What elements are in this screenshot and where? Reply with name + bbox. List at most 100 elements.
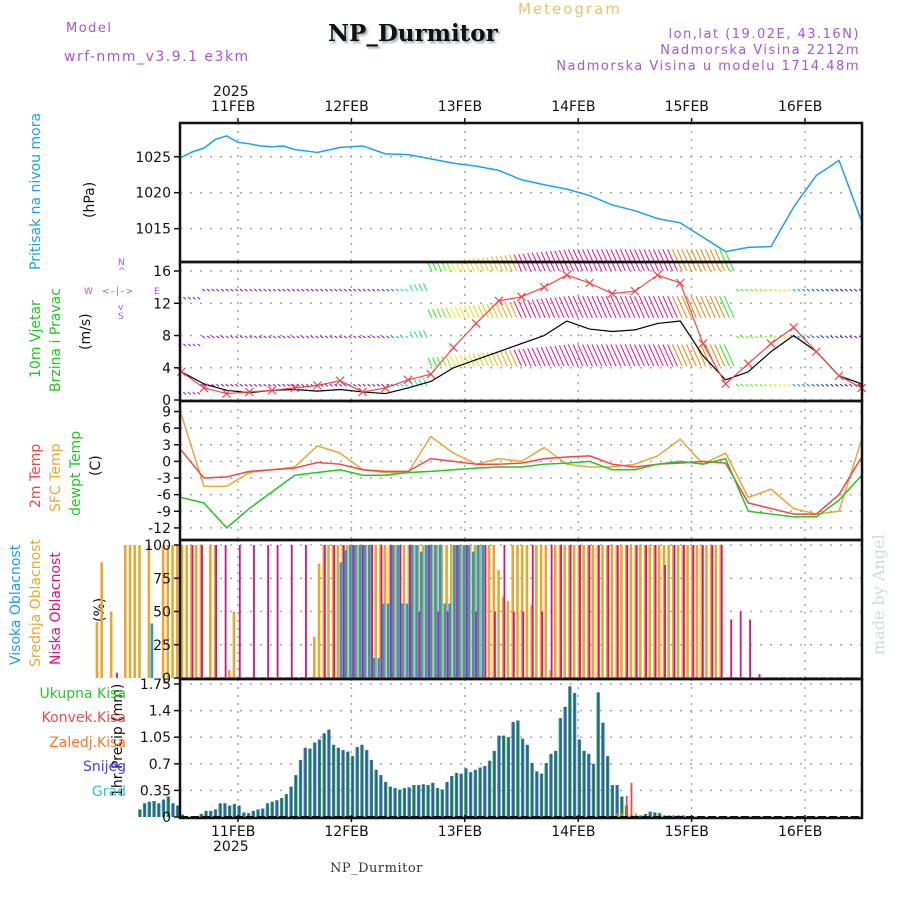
wind-barb — [783, 383, 787, 387]
cloud-bar — [358, 545, 362, 678]
cloud-bar — [714, 545, 718, 678]
wind-barb — [714, 344, 726, 367]
precip-snow-bar — [432, 782, 434, 817]
wind-barb — [468, 258, 475, 272]
wind-barb — [376, 383, 381, 387]
precip-snow-bar — [526, 744, 529, 817]
y-tick-label: 0 — [162, 393, 171, 409]
precip-snow-bar — [252, 810, 255, 817]
wind-barb — [681, 249, 693, 272]
cloud-bar — [464, 545, 467, 678]
cloud-bar — [481, 545, 484, 678]
wind-barb — [629, 249, 641, 272]
precip-snow-bar — [332, 744, 335, 817]
compass-arrow-n: ^ — [118, 267, 126, 277]
gust-marker — [698, 339, 708, 349]
wind-gust-line — [180, 274, 862, 395]
wind-barb — [216, 335, 220, 339]
cloud-bar — [238, 545, 241, 678]
precip-convective-bar — [625, 795, 628, 817]
wind-barb — [792, 383, 796, 387]
cloud-bar — [484, 545, 487, 678]
wind-barb — [714, 249, 726, 272]
top-year-label: 2025 — [213, 84, 249, 100]
wind-barb — [409, 284, 414, 292]
wind-barb — [558, 296, 570, 318]
cloud-bar — [588, 545, 591, 678]
compass-rose-icon: N ^ W <–|–> E v S — [84, 258, 164, 328]
wind-barb — [477, 304, 485, 318]
wind-barb — [522, 300, 532, 318]
cloud-bar — [415, 545, 418, 678]
cloud-bar — [465, 545, 468, 678]
wind-barb — [381, 288, 385, 292]
precip-snow-bar — [280, 798, 283, 817]
cloud-bar — [405, 603, 409, 678]
wind-barb — [301, 335, 305, 339]
wind-barb — [486, 256, 494, 272]
cloud-bar — [339, 562, 343, 678]
wind-barb — [187, 391, 192, 395]
wind-barb — [513, 301, 522, 318]
wind-barb — [258, 383, 262, 387]
cloud-bar — [367, 545, 371, 678]
cloud-bar — [635, 545, 638, 678]
precip-snow-bar — [148, 801, 151, 817]
wind-barb — [220, 335, 225, 339]
wind-barb — [472, 305, 480, 318]
wind-barb — [187, 343, 192, 347]
cloud-bar — [232, 611, 236, 678]
precip-snow-bar — [309, 748, 311, 817]
cloud-bar — [380, 545, 383, 678]
wind-barb — [820, 335, 825, 339]
wind-barb — [357, 383, 362, 387]
cloud-bar — [530, 604, 533, 678]
precip-snow-bar — [474, 769, 477, 817]
wind-barb — [372, 288, 376, 292]
precip-freezing-bar — [621, 813, 623, 817]
wind-barb — [495, 302, 504, 318]
wind-barb — [811, 383, 815, 387]
precip-snow-bar — [498, 735, 500, 817]
wind-barb — [268, 383, 272, 387]
y-tick-label: 12 — [153, 296, 171, 312]
cloud-bar — [185, 545, 189, 678]
y-tick-label: 0.7 — [149, 757, 171, 773]
y-tick-label: 1.75 — [140, 677, 171, 693]
precip-snow-bar — [153, 801, 155, 817]
wind-barb — [653, 344, 664, 367]
cloud-bar — [224, 545, 227, 678]
cloud-bar — [720, 545, 723, 678]
cloud-bar — [503, 545, 506, 678]
cloud-bar — [450, 545, 453, 678]
date-label: 16FEB — [778, 824, 823, 840]
cloud-bar — [607, 545, 610, 678]
precip-snow-bar — [531, 763, 533, 817]
cloud-bar — [471, 551, 475, 678]
wind-barb — [338, 383, 343, 387]
wind-barb — [773, 335, 777, 339]
precip-snow-bar — [219, 803, 222, 817]
wind-barb — [324, 335, 329, 339]
wind-barb — [445, 307, 452, 318]
wind-barb — [709, 344, 721, 367]
legend-freezing-rain: Zaledj.Kisa — [49, 735, 126, 751]
precip-snow-bar — [521, 738, 524, 817]
wind-barb — [778, 288, 782, 292]
precip-snow-bar — [337, 747, 340, 817]
wind-barb — [563, 249, 574, 272]
precip-snow-bar — [139, 809, 141, 817]
wind-barb — [586, 295, 598, 318]
wind-barb — [296, 288, 300, 292]
precip-snow-bar — [375, 769, 378, 817]
wind-barb — [192, 296, 196, 300]
wind-barb — [418, 378, 423, 387]
wind-barb — [643, 295, 655, 318]
wind-barb — [518, 349, 527, 367]
wind-barb — [554, 345, 565, 367]
cloud-bar — [629, 545, 633, 678]
wind-barb — [719, 295, 730, 318]
wind-barb — [563, 344, 574, 367]
wind-barb — [759, 383, 763, 387]
wind-barb — [835, 383, 839, 387]
